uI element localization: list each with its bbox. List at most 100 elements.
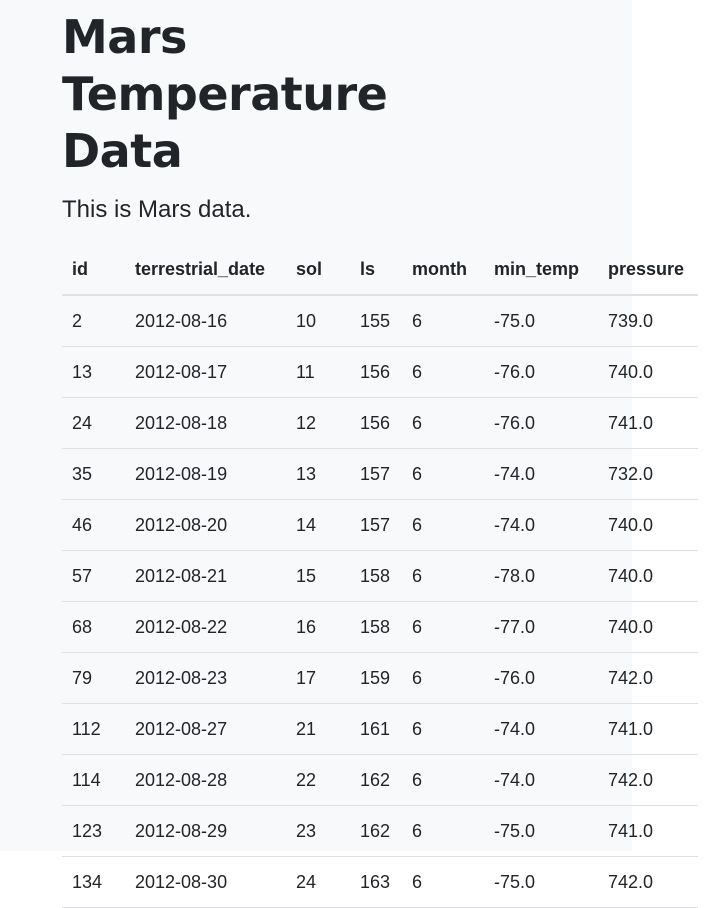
table-head: id terrestrial_date sol ls month min_tem… xyxy=(62,244,698,296)
cell-id: 134 xyxy=(62,856,125,908)
cell-min-temp: -75.0 xyxy=(484,856,598,908)
cell-month: 6 xyxy=(402,499,484,551)
cell-min-temp: -74.0 xyxy=(484,499,598,551)
cell-min-temp: -74.0 xyxy=(484,754,598,806)
cell-id: 2 xyxy=(62,295,125,347)
cell-ls: 158 xyxy=(350,601,402,653)
cell-terrestrial-date: 2012-08-27 xyxy=(125,703,286,755)
cell-sol: 13 xyxy=(286,448,350,500)
cell-month: 6 xyxy=(402,703,484,755)
table-row: 79 2012-08-23 17 159 6 -76.0 742.0 xyxy=(62,652,698,704)
cell-month: 6 xyxy=(402,805,484,857)
cell-terrestrial-date: 2012-08-23 xyxy=(125,652,286,704)
column-header-id: id xyxy=(62,244,125,296)
cell-pressure: 742.0 xyxy=(598,652,698,704)
cell-sol: 17 xyxy=(286,652,350,704)
cell-pressure: 742.0 xyxy=(598,856,698,908)
cell-sol: 10 xyxy=(286,295,350,347)
cell-terrestrial-date: 2012-08-30 xyxy=(125,856,286,908)
table-row: 46 2012-08-20 14 157 6 -74.0 740.0 xyxy=(62,499,698,551)
cell-min-temp: -76.0 xyxy=(484,346,598,398)
table-row: 112 2012-08-27 21 161 6 -74.0 741.0 xyxy=(62,703,698,755)
cell-id: 46 xyxy=(62,499,125,551)
cell-min-temp: -75.0 xyxy=(484,295,598,347)
table-row: 114 2012-08-28 22 162 6 -74.0 742.0 xyxy=(62,754,698,806)
mars-data-table: id terrestrial_date sol ls month min_tem… xyxy=(62,244,698,908)
cell-ls: 156 xyxy=(350,346,402,398)
table-row: 68 2012-08-22 16 158 6 -77.0 740.0 xyxy=(62,601,698,653)
cell-id: 114 xyxy=(62,754,125,806)
table-body: 2 2012-08-16 10 155 6 -75.0 739.0 13 2012-08-17 1… xyxy=(62,295,698,908)
cell-ls: 162 xyxy=(350,805,402,857)
page-lead: This is Mars data. xyxy=(62,196,252,223)
cell-terrestrial-date: 2012-08-21 xyxy=(125,550,286,602)
cell-terrestrial-date: 2012-08-29 xyxy=(125,805,286,857)
cell-terrestrial-date: 2012-08-22 xyxy=(125,601,286,653)
cell-ls: 163 xyxy=(350,856,402,908)
cell-pressure: 740.0 xyxy=(598,601,698,653)
cell-terrestrial-date: 2012-08-16 xyxy=(125,295,286,347)
cell-month: 6 xyxy=(402,448,484,500)
column-header-pressure: pressure xyxy=(598,244,698,296)
cell-sol: 23 xyxy=(286,805,350,857)
cell-min-temp: -76.0 xyxy=(484,652,598,704)
table-header-row: id terrestrial_date sol ls month min_tem… xyxy=(62,244,698,296)
cell-ls: 162 xyxy=(350,754,402,806)
cell-id: 13 xyxy=(62,346,125,398)
cell-terrestrial-date: 2012-08-18 xyxy=(125,397,286,449)
cell-id: 112 xyxy=(62,703,125,755)
cell-ls: 159 xyxy=(350,652,402,704)
column-header-ls: ls xyxy=(350,244,402,296)
cell-min-temp: -74.0 xyxy=(484,448,598,500)
cell-pressure: 740.0 xyxy=(598,499,698,551)
cell-sol: 11 xyxy=(286,346,350,398)
cell-pressure: 741.0 xyxy=(598,397,698,449)
cell-sol: 14 xyxy=(286,499,350,551)
cell-pressure: 741.0 xyxy=(598,805,698,857)
table-row: 2 2012-08-16 10 155 6 -75.0 739.0 xyxy=(62,295,698,347)
cell-id: 123 xyxy=(62,805,125,857)
table-row: 57 2012-08-21 15 158 6 -78.0 740.0 xyxy=(62,550,698,602)
cell-sol: 16 xyxy=(286,601,350,653)
cell-terrestrial-date: 2012-08-20 xyxy=(125,499,286,551)
cell-sol: 12 xyxy=(286,397,350,449)
cell-id: 24 xyxy=(62,397,125,449)
table-row: 123 2012-08-29 23 162 6 -75.0 741.0 xyxy=(62,805,698,857)
cell-ls: 161 xyxy=(350,703,402,755)
cell-pressure: 740.0 xyxy=(598,550,698,602)
cell-ls: 156 xyxy=(350,397,402,449)
cell-sol: 15 xyxy=(286,550,350,602)
cell-month: 6 xyxy=(402,652,484,704)
cell-ls: 155 xyxy=(350,295,402,347)
cell-min-temp: -74.0 xyxy=(484,703,598,755)
column-header-month: month xyxy=(402,244,484,296)
table-row: 24 2012-08-18 12 156 6 -76.0 741.0 xyxy=(62,397,698,449)
cell-sol: 24 xyxy=(286,856,350,908)
cell-sol: 21 xyxy=(286,703,350,755)
cell-terrestrial-date: 2012-08-17 xyxy=(125,346,286,398)
table-row: 134 2012-08-30 24 163 6 -75.0 742.0 xyxy=(62,856,698,908)
column-header-sol: sol xyxy=(286,244,350,296)
cell-pressure: 740.0 xyxy=(598,346,698,398)
main-container: Mars Temperature Data This is Mars data.… xyxy=(62,0,702,908)
page-title: Mars Temperature Data xyxy=(62,10,388,178)
column-header-terrestrial-date: terrestrial_date xyxy=(125,244,286,296)
cell-pressure: 742.0 xyxy=(598,754,698,806)
cell-min-temp: -75.0 xyxy=(484,805,598,857)
table-row: 35 2012-08-19 13 157 6 -74.0 732.0 xyxy=(62,448,698,500)
cell-min-temp: -76.0 xyxy=(484,397,598,449)
cell-ls: 158 xyxy=(350,550,402,602)
table-row: 13 2012-08-17 11 156 6 -76.0 740.0 xyxy=(62,346,698,398)
cell-pressure: 739.0 xyxy=(598,295,698,347)
cell-pressure: 732.0 xyxy=(598,448,698,500)
cell-terrestrial-date: 2012-08-28 xyxy=(125,754,286,806)
cell-id: 79 xyxy=(62,652,125,704)
cell-pressure: 741.0 xyxy=(598,703,698,755)
cell-terrestrial-date: 2012-08-19 xyxy=(125,448,286,500)
cell-month: 6 xyxy=(402,295,484,347)
cell-month: 6 xyxy=(402,754,484,806)
cell-min-temp: -77.0 xyxy=(484,601,598,653)
cell-min-temp: -78.0 xyxy=(484,550,598,602)
cell-ls: 157 xyxy=(350,448,402,500)
cell-month: 6 xyxy=(402,397,484,449)
